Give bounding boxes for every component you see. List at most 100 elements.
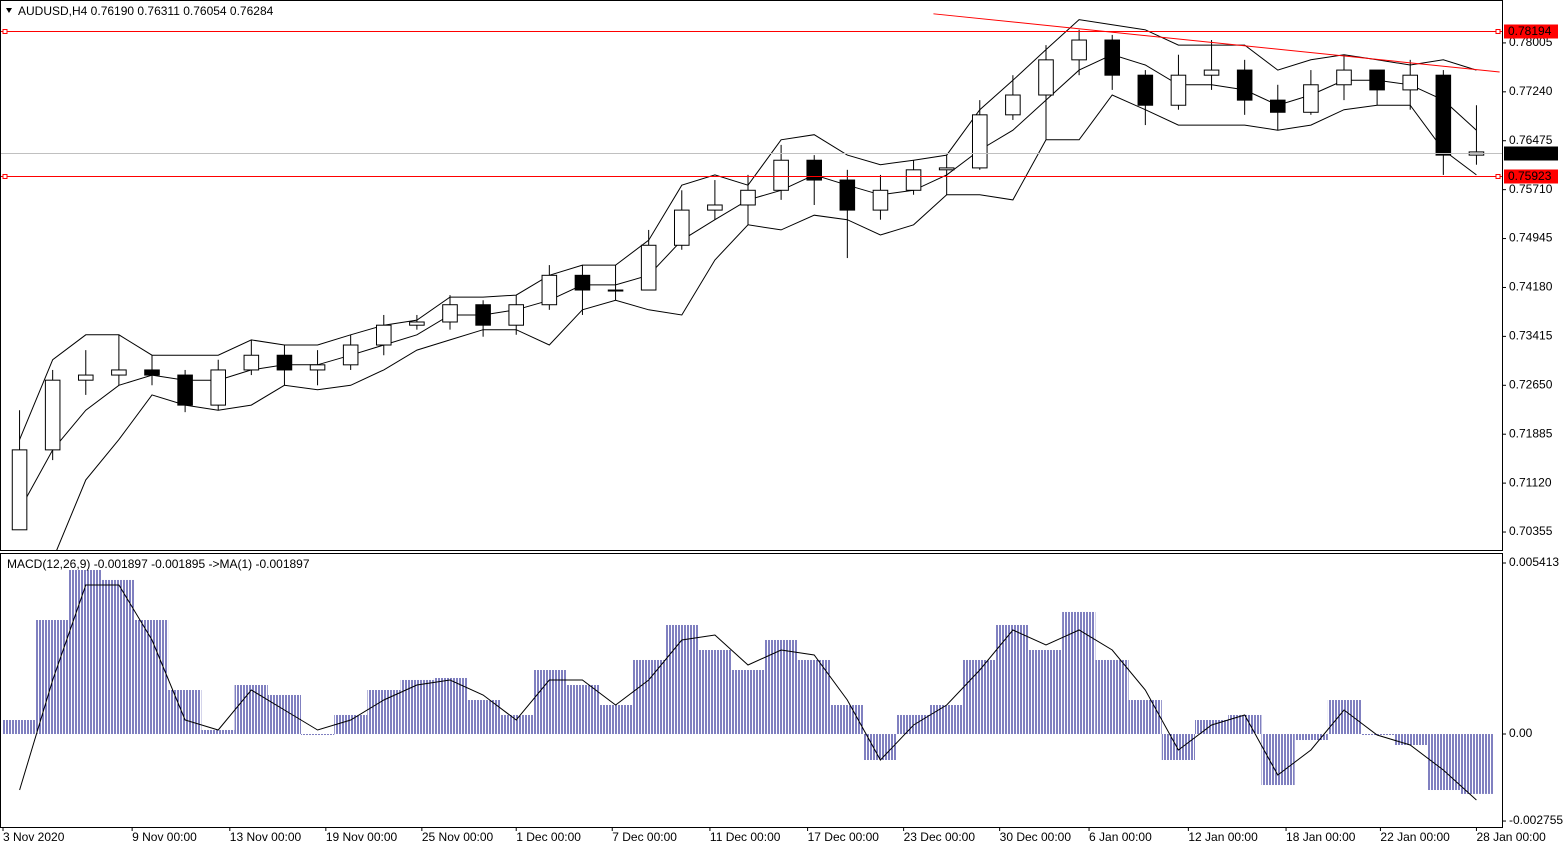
macd-bar (1327, 700, 1361, 735)
x-tick-label: 19 Nov 00:00 (326, 830, 398, 844)
price-label-box (1504, 24, 1558, 39)
price-label: 0.76284 (1508, 146, 1552, 160)
candle-body (77, 374, 94, 381)
macd-bar (565, 685, 599, 735)
candle-body (707, 204, 723, 211)
menu-arrow[interactable] (6, 8, 12, 13)
candle-body (574, 274, 591, 291)
macd-bar (1095, 659, 1129, 735)
y-tick-label: 0.72650 (1509, 377, 1553, 391)
candle-body (1402, 74, 1419, 91)
candle-body (640, 244, 657, 291)
candle-body (839, 179, 856, 211)
macd-bar (1426, 734, 1460, 791)
macd-bar (1294, 734, 1328, 741)
bollinger-lower (56, 94, 1477, 550)
axes: 0.78005 0.77240 0.76475 0.75710 0.74945 0.741… (1, 24, 1563, 844)
macd-bar (102, 579, 136, 735)
macd-bar (797, 659, 831, 735)
candle-body (409, 321, 425, 326)
x-tick-label: 12 Jan 00:00 (1188, 830, 1258, 844)
candle-body (1005, 94, 1021, 116)
candle-body (11, 449, 28, 531)
macd-bar (135, 619, 169, 735)
x-tick-label: 25 Nov 00:00 (422, 830, 494, 844)
candle-body (1203, 69, 1220, 76)
macd-plot (3, 569, 1493, 801)
candle-body (111, 369, 127, 376)
line-handle (2, 29, 8, 34)
x-tick-label: 23 Dec 00:00 (904, 830, 976, 844)
macd-bar (830, 705, 864, 735)
macd-bar (1228, 714, 1262, 735)
macd-bar (764, 639, 798, 735)
candle-body (144, 369, 160, 376)
candle-body (1336, 69, 1352, 86)
price-label: 0.78194 (1508, 24, 1552, 38)
price-label: 0.75923 (1508, 169, 1552, 183)
candle-body (905, 169, 922, 191)
macd-bar (863, 734, 897, 761)
candle-body (872, 189, 889, 211)
y-tick-label: 0.73415 (1509, 329, 1553, 343)
macd-bar (632, 659, 666, 735)
y-tick-label: 0.78005 (1509, 35, 1553, 49)
candle-body (806, 159, 823, 181)
candle-body (1236, 69, 1253, 101)
y-tick-label: 0.71885 (1509, 426, 1553, 440)
candle-body (508, 304, 525, 326)
y-tick-label: 0.76475 (1509, 133, 1553, 147)
macd-bar (201, 729, 235, 735)
candle-body (773, 159, 789, 191)
line-handle (1495, 174, 1501, 179)
line-handle (1495, 29, 1501, 34)
macd-bar (267, 694, 301, 735)
candle-body (1071, 39, 1087, 61)
macd-title: MACD(12,26,9) -0.001897 -0.001895 ->MA(1… (7, 557, 310, 571)
candle-body (276, 354, 293, 371)
y-tick-label: 0.00 (1509, 726, 1533, 740)
candle-body (243, 354, 260, 371)
candle-body (1435, 74, 1452, 156)
macd-panel (0, 553, 1503, 828)
candle-body (1369, 69, 1385, 91)
candle-body (177, 374, 193, 406)
candle-body (1170, 74, 1187, 106)
macd-bar (234, 685, 268, 735)
main-panel (0, 0, 1503, 551)
macd-bar (731, 670, 765, 735)
macd-bar (1128, 700, 1162, 735)
trendline (933, 13, 1500, 73)
x-tick-label: 7 Dec 00:00 (612, 830, 677, 844)
y-tick-label: 0.71120 (1509, 475, 1552, 489)
x-tick-label: 1 Dec 00:00 (516, 830, 581, 844)
candle-body (740, 189, 756, 206)
macd-bar (168, 690, 202, 735)
y-tick-label: 0.74180 (1509, 280, 1553, 294)
macd-bar (301, 734, 335, 736)
macd-bar (1195, 720, 1229, 735)
candle-body (1269, 99, 1286, 113)
candle-body (475, 304, 491, 326)
macd-bar (334, 714, 368, 735)
header: AUDUSD,H4 0.76190 0.76311 0.76054 0.7628… (18, 4, 274, 18)
candle-body (1104, 39, 1121, 76)
macd-bar (400, 679, 434, 735)
price-label-box (1504, 146, 1558, 161)
macd-bar (499, 714, 533, 735)
macd-bar (69, 569, 103, 735)
y-tick-label: 0.74945 (1509, 231, 1553, 245)
x-tick-label: 9 Nov 00:00 (132, 830, 197, 844)
x-tick-label: 18 Jan 00:00 (1286, 830, 1356, 844)
bollinger-upper (19, 19, 1477, 440)
candle-body (1303, 84, 1319, 113)
x-tick-label: 17 Dec 00:00 (808, 830, 880, 844)
candle-body (541, 274, 558, 306)
x-tick-label: 28 Jan 00:00 (1476, 830, 1546, 844)
macd-bar (466, 700, 500, 735)
candle-body (342, 344, 359, 366)
macd-bar (1393, 734, 1427, 745)
x-tick-label: 22 Jan 00:00 (1380, 830, 1450, 844)
macd-bar (963, 659, 997, 735)
